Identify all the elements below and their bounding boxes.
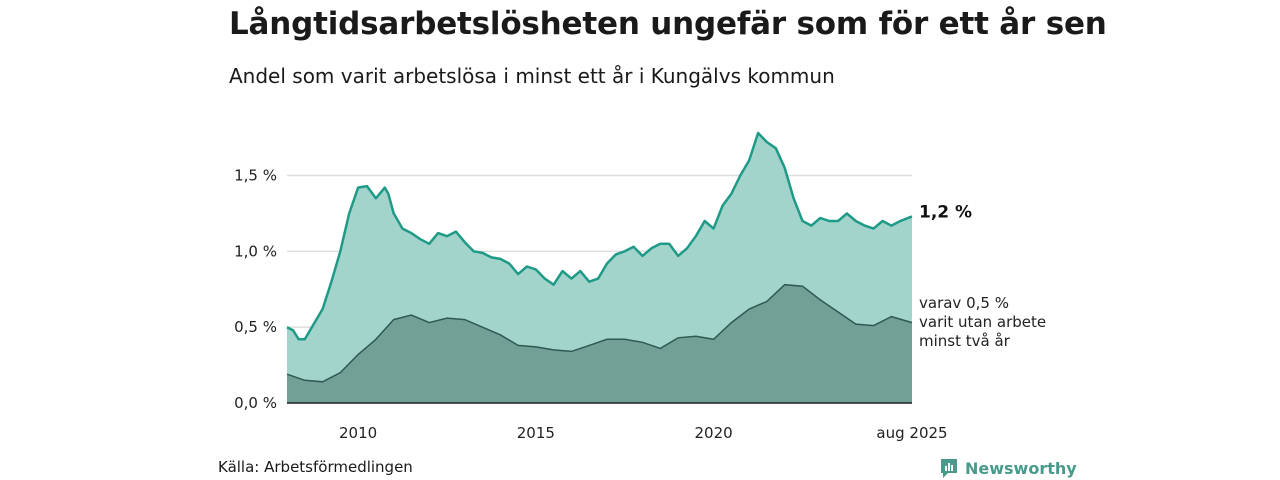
y-tick-label: 0,0 % bbox=[234, 394, 277, 412]
sub-series-label: varit utan arbete bbox=[919, 313, 1046, 331]
source-note: Källa: Arbetsförmedlingen bbox=[218, 458, 413, 476]
x-tick-label: aug 2025 bbox=[876, 424, 947, 442]
brand-logo: Newsworthy bbox=[939, 457, 1077, 479]
sub-series-label: minst två år bbox=[919, 332, 1011, 350]
y-tick-label: 1,0 % bbox=[234, 242, 277, 260]
chart-title: Långtidsarbetslösheten ungefär som för e… bbox=[229, 6, 1107, 42]
sub-series-label: varav 0,5 % bbox=[919, 294, 1009, 312]
brand-name: Newsworthy bbox=[965, 458, 1077, 478]
x-tick-label: 2010 bbox=[339, 424, 377, 442]
series-line-one-year bbox=[286, 131, 913, 341]
last-value-label: 1,2 % bbox=[919, 202, 972, 222]
chart-subtitle: Andel som varit arbetslösa i minst ett å… bbox=[229, 64, 835, 88]
y-tick-label: 1,5 % bbox=[234, 167, 277, 185]
x-tick-label: 2020 bbox=[695, 424, 733, 442]
y-tick-label: 0,5 % bbox=[234, 318, 277, 336]
series-line-two-years bbox=[286, 283, 913, 383]
newsworthy-logo-icon bbox=[941, 459, 957, 478]
x-tick-label: 2015 bbox=[517, 424, 555, 442]
series-area-two-years bbox=[287, 284, 912, 403]
